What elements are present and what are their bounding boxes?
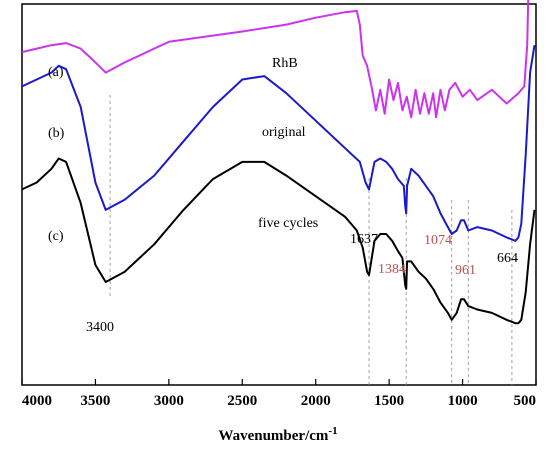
x-axis: 4000 3500 3000 2500 2000 1500 1000 500 [21,379,537,409]
x-axis-title: Wavenumber/cm-1 [218,425,337,444]
peak-label: 3400 [86,320,114,335]
plot-frame [21,3,537,386]
x-axis-title-superscript: -1 [328,425,337,437]
peak-label: 664 [497,251,518,266]
x-tick-label: 3500 [80,393,110,409]
x-tick-label: 1000 [448,393,478,409]
series-label-1: original [262,125,306,140]
series-tag-0: (a) [48,65,64,80]
series-line-2 [21,157,536,325]
curve-tags: (a) RhB (b) original (c) five cycles [48,56,318,244]
peak-label: 1384 [378,262,406,277]
x-tick-label: 4000 [22,393,52,409]
x-tick-label: 2000 [301,393,331,409]
series-layer [21,0,536,325]
series-label-0: RhB [272,56,298,71]
series-line-0 [21,0,530,119]
series-line-1 [21,45,536,242]
peak-label: 1074 [424,233,452,248]
peak-label: 961 [455,263,476,278]
x-tick-label: 3000 [154,393,184,409]
x-tick-label: 500 [514,393,537,409]
x-tick-label: 1500 [374,393,404,409]
series-tag-1: (b) [48,126,65,141]
series-label-2: five cycles [258,216,318,231]
peak-label: 1637 [350,232,378,247]
series-tag-2: (c) [48,229,64,244]
x-tick-label: 2500 [227,393,257,409]
